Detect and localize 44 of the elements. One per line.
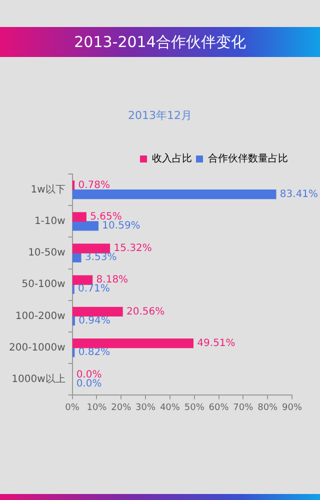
data-label: 49.51% xyxy=(197,338,236,349)
bar xyxy=(72,189,276,200)
data-label: 0.0% xyxy=(76,378,102,390)
x-tick-label: 20% xyxy=(111,402,132,413)
chart-title: 2013-2014合作伙伴变化 xyxy=(74,32,246,52)
x-tick-label: 30% xyxy=(136,402,156,413)
x-tick-label: 70% xyxy=(233,402,254,413)
y-tick-label: 1w以下 xyxy=(30,183,66,196)
x-tick-label: 50% xyxy=(184,402,205,413)
bar xyxy=(72,316,75,326)
data-label: 5.65% xyxy=(90,211,122,222)
data-label: 0.0% xyxy=(76,369,102,380)
bar xyxy=(72,244,110,254)
data-label: 20.56% xyxy=(126,306,165,318)
bar xyxy=(72,221,98,231)
data-label: 0.82% xyxy=(78,346,110,358)
bar xyxy=(72,212,86,222)
y-tick-label: 1-10w xyxy=(34,216,66,227)
y-tick-label: 100-200w xyxy=(15,310,66,322)
bar xyxy=(72,306,123,317)
data-label: 83.41% xyxy=(280,188,318,200)
x-tick-label: 10% xyxy=(86,402,108,413)
chart-subtitle: 2013年12月 xyxy=(127,108,193,123)
data-label: 15.32% xyxy=(114,243,152,254)
bar xyxy=(72,180,75,190)
y-tick-label: 200-1000w xyxy=(8,342,66,354)
x-tick-label: 0% xyxy=(65,402,80,413)
y-tick-label: 1000w以上 xyxy=(12,372,66,385)
bar xyxy=(72,252,82,262)
x-tick-label: 60% xyxy=(208,402,230,413)
x-tick-label: 40% xyxy=(160,402,180,413)
y-tick-label: 50-100w xyxy=(22,279,66,290)
x-tick-label: 80% xyxy=(258,402,278,413)
x-tick-label: 90% xyxy=(282,402,302,413)
data-label: 10.59% xyxy=(102,220,140,232)
data-label: 0.71% xyxy=(78,284,110,295)
legend-label: 收入占比 xyxy=(152,152,192,165)
y-tick-label: 10-50w xyxy=(28,248,66,259)
data-label: 3.53% xyxy=(84,252,117,264)
legend-label: 合作伙伴数量占比 xyxy=(208,152,288,165)
data-label: 0.78% xyxy=(78,180,110,191)
bar xyxy=(72,275,93,285)
bar xyxy=(72,338,194,348)
data-label: 0.94% xyxy=(78,315,110,326)
